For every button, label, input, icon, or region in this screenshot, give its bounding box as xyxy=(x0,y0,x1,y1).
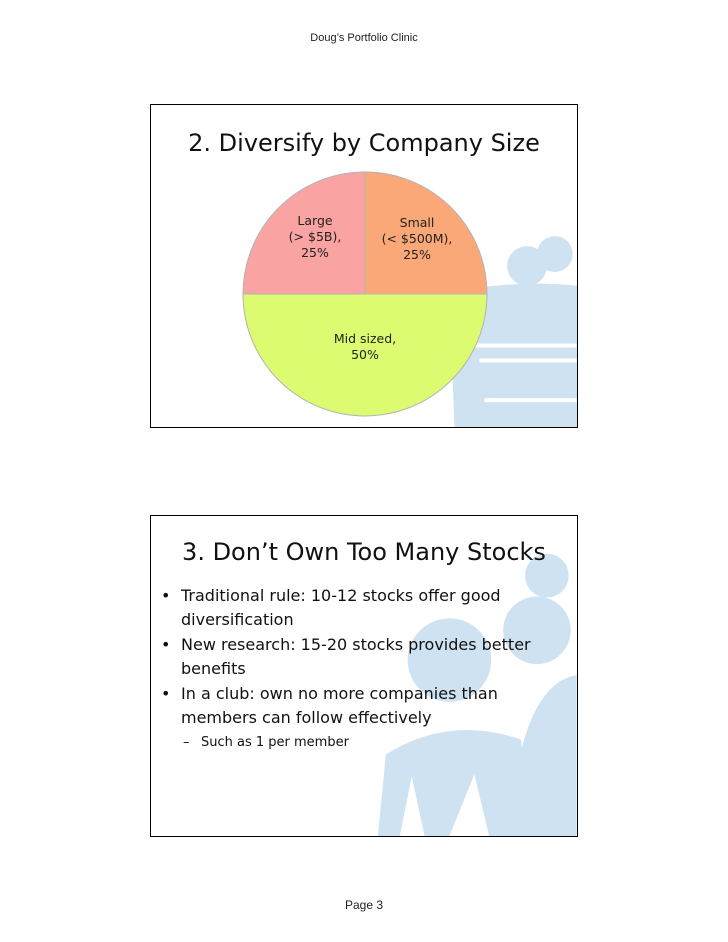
sub-bullet-item: – Such as 1 per member xyxy=(159,731,569,755)
sub-bullet-text: Such as 1 per member xyxy=(201,735,349,750)
bullet-text: New research: 15-20 stocks provides bett… xyxy=(181,635,531,678)
pie-chart: Large (> $5B), 25% Small (< $500M), 25% … xyxy=(240,169,490,419)
pie-label-large: Large (> $5B), 25% xyxy=(288,213,342,260)
slide-diversify: 2. Diversify by Company Size Large (> $5… xyxy=(150,104,578,428)
bullet-text: Traditional rule: 10-12 stocks offer goo… xyxy=(181,586,501,629)
bullet-icon: • xyxy=(161,586,171,605)
pie-svg xyxy=(242,171,488,417)
bullet-item: • New research: 15-20 stocks provides be… xyxy=(159,633,569,681)
pie-slice-large xyxy=(242,171,366,295)
slide-title: 3. Don’t Own Too Many Stocks xyxy=(182,538,546,566)
page-header: Doug’s Portfolio Clinic xyxy=(310,32,418,44)
pie-slice-mid xyxy=(242,293,488,417)
bullet-text: In a club: own no more companies than me… xyxy=(181,684,498,727)
bullet-item: • Traditional rule: 10-12 stocks offer g… xyxy=(159,584,569,632)
pie-label-small: Small (< $500M), 25% xyxy=(381,215,453,262)
bullet-list: • Traditional rule: 10-12 stocks offer g… xyxy=(159,584,569,755)
dash-icon: – xyxy=(183,735,190,750)
bullet-item: • In a club: own no more companies than … xyxy=(159,682,569,730)
bullet-icon: • xyxy=(161,684,171,703)
pie-label-mid: Mid sized, 50% xyxy=(333,331,397,362)
bullet-icon: • xyxy=(161,635,171,654)
page-footer: Page 3 xyxy=(344,898,384,912)
people-watermark xyxy=(377,553,577,836)
slide-title: 2. Diversify by Company Size xyxy=(188,129,540,157)
pie-slice-small xyxy=(364,171,488,295)
slide-too-many-stocks: 3. Don’t Own Too Many Stocks • Tradition… xyxy=(150,515,578,837)
